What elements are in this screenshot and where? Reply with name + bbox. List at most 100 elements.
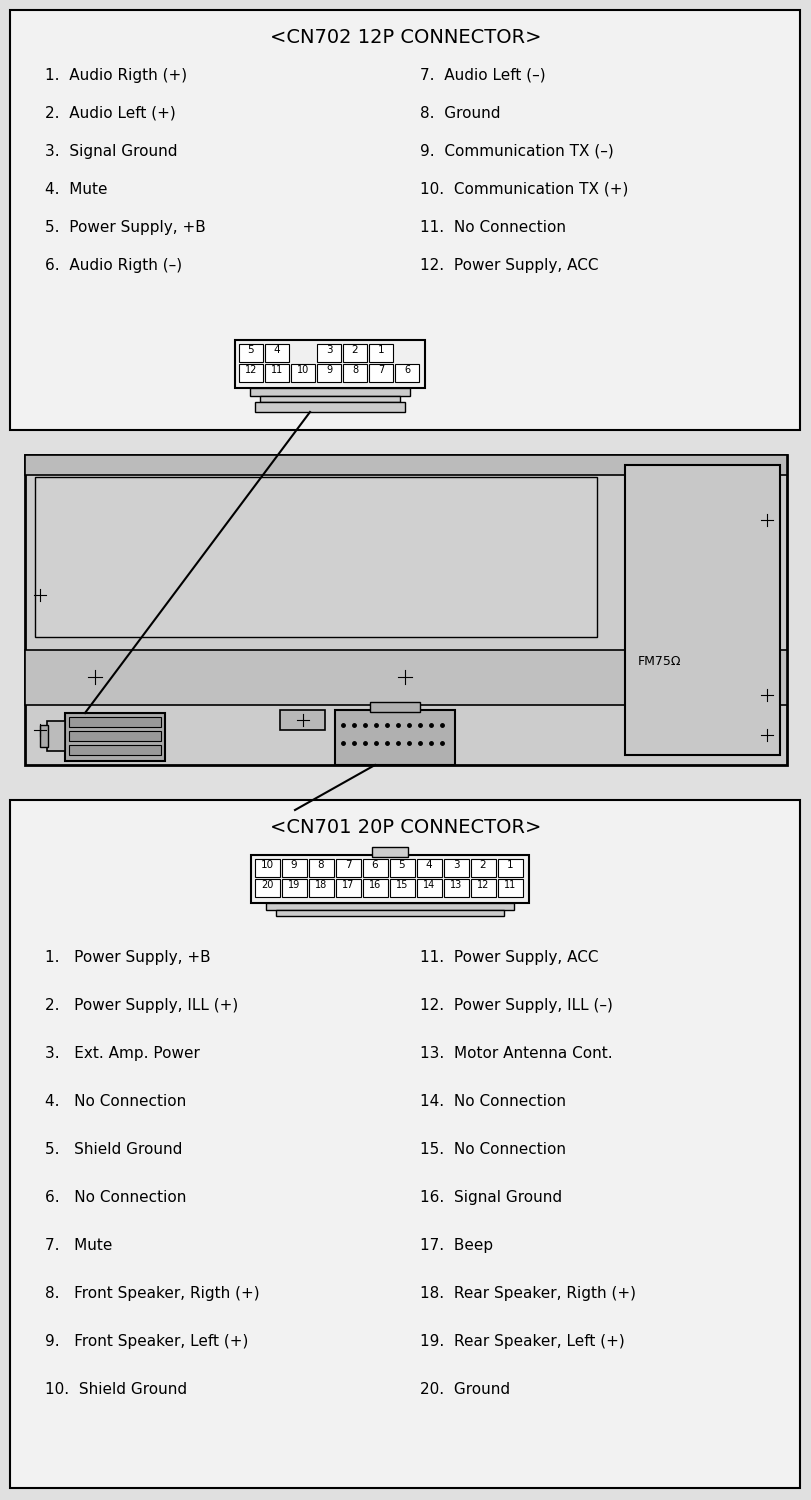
Text: 15.  No Connection: 15. No Connection xyxy=(419,1142,565,1156)
Text: 13: 13 xyxy=(449,880,461,890)
Bar xyxy=(290,364,315,382)
Bar xyxy=(25,650,786,705)
Circle shape xyxy=(92,556,108,573)
Bar xyxy=(234,340,424,388)
Text: 2: 2 xyxy=(479,859,486,870)
Text: 14: 14 xyxy=(423,880,435,890)
Text: <CN701 20P CONNECTOR>: <CN701 20P CONNECTOR> xyxy=(270,818,541,837)
Text: 9: 9 xyxy=(325,364,332,375)
Text: 6: 6 xyxy=(403,364,410,375)
Bar xyxy=(316,344,341,362)
Text: 3.   Ext. Amp. Power: 3. Ext. Amp. Power xyxy=(45,1046,200,1060)
Bar xyxy=(371,847,407,856)
Text: 7.  Audio Left (–): 7. Audio Left (–) xyxy=(419,68,545,82)
Bar xyxy=(10,800,799,1488)
Circle shape xyxy=(351,592,367,608)
Circle shape xyxy=(272,592,288,608)
Circle shape xyxy=(191,522,208,538)
Text: 4.   No Connection: 4. No Connection xyxy=(45,1094,186,1108)
Text: 5: 5 xyxy=(247,345,254,355)
Circle shape xyxy=(232,522,247,538)
Circle shape xyxy=(191,592,208,608)
Bar xyxy=(336,879,361,897)
Circle shape xyxy=(72,592,88,608)
Text: <CN702 12P CONNECTOR>: <CN702 12P CONNECTOR> xyxy=(270,28,541,46)
Circle shape xyxy=(172,488,188,502)
Bar xyxy=(25,454,786,765)
Circle shape xyxy=(471,592,487,608)
Bar xyxy=(497,859,522,877)
Circle shape xyxy=(351,522,367,538)
Circle shape xyxy=(371,488,388,502)
Circle shape xyxy=(172,556,188,573)
Bar xyxy=(281,879,307,897)
Bar xyxy=(47,722,65,752)
Circle shape xyxy=(371,556,388,573)
Bar xyxy=(368,344,393,362)
Bar xyxy=(342,344,367,362)
Circle shape xyxy=(92,488,108,502)
Text: 8: 8 xyxy=(351,364,358,375)
Bar xyxy=(255,879,280,897)
Circle shape xyxy=(452,556,467,573)
Bar xyxy=(444,879,469,897)
Text: 11: 11 xyxy=(504,880,516,890)
Bar xyxy=(25,454,786,476)
Circle shape xyxy=(292,488,307,502)
Circle shape xyxy=(112,592,128,608)
Text: 3: 3 xyxy=(325,345,332,355)
Bar xyxy=(69,717,161,728)
Text: 16: 16 xyxy=(368,880,380,890)
Bar xyxy=(309,859,333,877)
Text: 8.   Front Speaker, Rigth (+): 8. Front Speaker, Rigth (+) xyxy=(45,1286,260,1300)
Bar xyxy=(40,724,48,747)
Circle shape xyxy=(311,592,328,608)
Bar xyxy=(336,859,361,877)
Bar xyxy=(417,859,441,877)
Circle shape xyxy=(52,488,68,502)
Bar xyxy=(35,477,596,638)
Bar xyxy=(264,364,289,382)
Circle shape xyxy=(491,556,508,573)
Circle shape xyxy=(132,556,148,573)
Text: 9.   Front Speaker, Left (+): 9. Front Speaker, Left (+) xyxy=(45,1334,248,1348)
Bar xyxy=(69,730,161,741)
Text: 4.  Mute: 4. Mute xyxy=(45,182,107,196)
Bar xyxy=(255,859,280,877)
Circle shape xyxy=(411,488,427,502)
Text: 5: 5 xyxy=(398,859,405,870)
Text: 19.  Rear Speaker, Left (+): 19. Rear Speaker, Left (+) xyxy=(419,1334,624,1348)
Text: 10.  Communication TX (+): 10. Communication TX (+) xyxy=(419,182,628,196)
Bar xyxy=(470,859,496,877)
Circle shape xyxy=(212,556,228,573)
Text: 6.  Audio Rigth (–): 6. Audio Rigth (–) xyxy=(45,258,182,273)
Circle shape xyxy=(332,556,348,573)
Circle shape xyxy=(292,556,307,573)
Text: 4: 4 xyxy=(425,859,431,870)
Bar xyxy=(497,879,522,897)
Bar xyxy=(363,879,388,897)
Circle shape xyxy=(512,592,527,608)
Circle shape xyxy=(392,522,407,538)
Bar xyxy=(624,465,779,754)
Bar xyxy=(394,364,418,382)
Bar xyxy=(309,879,333,897)
Text: 10: 10 xyxy=(297,364,309,375)
Bar xyxy=(276,910,504,916)
Text: 12: 12 xyxy=(244,364,257,375)
Circle shape xyxy=(531,556,547,573)
Text: 3: 3 xyxy=(452,859,459,870)
Circle shape xyxy=(311,522,328,538)
Circle shape xyxy=(531,488,547,502)
Circle shape xyxy=(251,488,268,502)
Text: 12: 12 xyxy=(476,880,488,890)
Bar xyxy=(316,364,341,382)
Bar xyxy=(69,746,161,754)
Bar xyxy=(417,879,441,897)
Text: 19: 19 xyxy=(288,880,300,890)
Circle shape xyxy=(132,488,148,502)
Text: 9: 9 xyxy=(290,859,297,870)
Text: 2.   Power Supply, ILL (+): 2. Power Supply, ILL (+) xyxy=(45,998,238,1012)
Circle shape xyxy=(696,496,752,554)
Text: 1.   Power Supply, +B: 1. Power Supply, +B xyxy=(45,950,210,964)
